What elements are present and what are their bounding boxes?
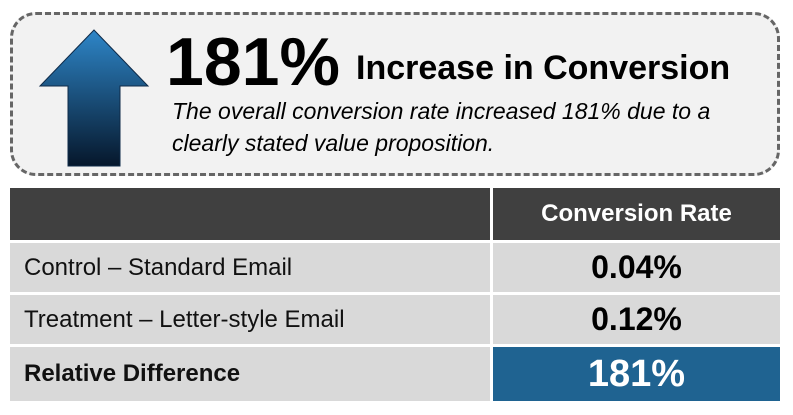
callout-box — [10, 12, 780, 176]
headline: 181% — [166, 24, 340, 100]
header-cell — [10, 188, 490, 240]
description: The overall conversion rate increased 18… — [172, 98, 711, 156]
row-label: Relative Difference — [10, 347, 490, 401]
title: Increase in Conversion — [356, 49, 731, 87]
row-value: 181% — [493, 347, 780, 401]
row-label: Treatment – Letter-style Email — [10, 295, 490, 344]
up-arrow — [38, 29, 150, 167]
row-value: 0.04% — [493, 243, 780, 292]
column-header: Conversion Rate — [493, 188, 780, 240]
row-value: 0.12% — [493, 295, 780, 344]
row-label: Control – Standard Email — [10, 243, 490, 292]
